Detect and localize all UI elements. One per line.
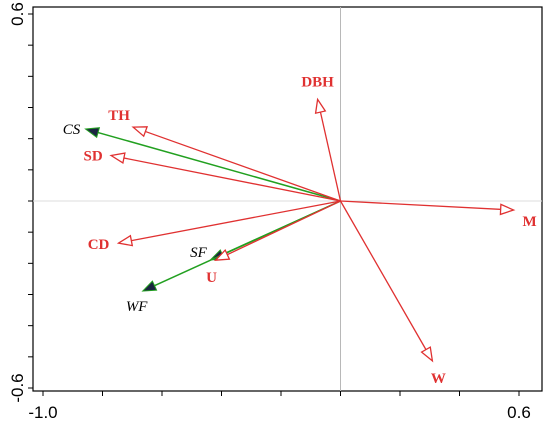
env-arrowhead-cd	[116, 234, 134, 247]
species-label-cs: CS	[63, 122, 81, 138]
env-vector-m	[340, 200, 505, 211]
species-vector-cs	[93, 130, 341, 202]
env-vector-sd	[119, 156, 341, 202]
env-vector-u	[223, 200, 341, 257]
env-vector-th	[141, 129, 341, 202]
env-arrowhead-th	[131, 126, 149, 138]
x-tick-label: -1.0	[28, 403, 57, 422]
env-label-th: TH	[108, 108, 130, 124]
env-vector-w	[339, 200, 429, 354]
env-label-dbh: DBH	[301, 74, 334, 90]
env-vector-cd	[127, 200, 341, 243]
env-vector-dbh	[318, 108, 342, 202]
env-arrowhead-w	[420, 346, 434, 363]
species-arrowhead-wf	[141, 280, 158, 292]
x-tick-label: 0.6	[507, 403, 531, 422]
env-label-w: W	[431, 371, 446, 387]
env-arrowhead-dbh	[314, 97, 327, 115]
env-arrowhead-u	[213, 248, 231, 261]
y-tick-label: -0.6	[8, 373, 27, 402]
env-label-cd: CD	[88, 237, 110, 253]
species-label-sf: SF	[190, 245, 208, 261]
env-label-m: M	[523, 214, 537, 230]
y-tick-label: 0.6	[8, 2, 27, 26]
species-label-wf: WF	[126, 299, 148, 315]
env-arrowhead-m	[499, 203, 516, 216]
env-label-u: U	[206, 270, 217, 286]
env-arrowhead-sd	[109, 152, 126, 164]
plot-frame	[32, 6, 543, 392]
env-label-sd: SD	[84, 148, 103, 164]
species-arrowhead-cs	[84, 127, 101, 139]
